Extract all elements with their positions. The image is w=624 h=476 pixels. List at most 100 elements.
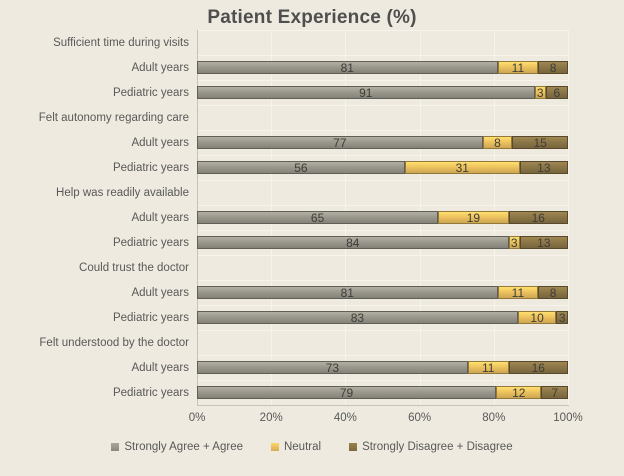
bar-segment-2: 10	[517, 310, 557, 325]
empty-track	[197, 180, 568, 205]
bar-row: Adult years 65 19 16	[0, 205, 624, 230]
bar-row: Adult years 73 11 16	[0, 355, 624, 380]
group-row: Could trust the doctor	[0, 255, 624, 280]
value-label: 81	[340, 60, 354, 75]
stacked-bar: 65 19 16	[197, 211, 568, 224]
bar-segment-1: 81	[197, 286, 498, 299]
bar-segment-2: 3	[534, 86, 546, 99]
value-label: 79	[339, 385, 354, 400]
legend-item-2: Neutral	[270, 441, 322, 453]
empty-track	[197, 330, 568, 355]
bar-segment-1: 84	[197, 236, 509, 249]
bar-segment-2: 12	[496, 386, 542, 399]
bar-segment-1: 91	[197, 86, 535, 99]
bar-row: Adult years 81 11 8	[0, 280, 624, 305]
stacked-bar: 91 3 6	[197, 86, 568, 99]
bar-segment-3: 16	[508, 210, 568, 225]
bar-row: Pediatric years 56 31 13	[0, 155, 624, 180]
legend-swatch-icon	[349, 443, 358, 451]
category-label: Pediatric years	[112, 311, 189, 324]
bar-segment-1: 73	[197, 361, 468, 374]
category-label: Adult years	[131, 286, 189, 299]
stacked-bar: 79 12 7	[197, 386, 568, 399]
empty-track	[197, 30, 568, 55]
bar-segment-2: 11	[467, 361, 509, 374]
bar-track: 91 3 6	[197, 80, 568, 105]
stacked-bar: 81 11 8	[197, 61, 568, 74]
bar-segment-3: 16	[508, 360, 568, 375]
value-label: 16	[531, 210, 545, 225]
bars-region: Sufficient time during visits Adult years…	[0, 30, 624, 405]
bar-segment-3: 7	[541, 386, 568, 399]
value-label: 84	[346, 235, 360, 250]
bar-row: Pediatric years 84 3 13	[0, 230, 624, 255]
group-row: Sufficient time during visits	[0, 30, 624, 55]
value-label: 11	[511, 60, 525, 75]
bar-segment-3: 6	[545, 86, 568, 99]
gridline-100	[568, 30, 569, 405]
value-label: 11	[511, 285, 525, 300]
group-row: Felt autonomy regarding care	[0, 105, 624, 130]
group-row: Help was readily available	[0, 180, 624, 205]
bar-segment-1: 65	[197, 210, 439, 225]
bar-track: 84 3 13	[197, 230, 568, 255]
category-label: Adult years	[131, 136, 189, 149]
stacked-bar: 81 11 8	[197, 286, 568, 299]
x-tick-40: 40%	[333, 412, 357, 424]
chart-title: Patient Experience (%)	[207, 7, 417, 28]
category-label: Pediatric years	[112, 386, 189, 399]
value-label: 13	[537, 235, 551, 250]
bar-segment-2: 11	[497, 60, 539, 75]
bar-row: Pediatric years 83 10 3	[0, 305, 624, 330]
bar-row: Pediatric years 79 12 7	[0, 380, 624, 405]
value-label: 3	[510, 235, 518, 250]
value-label: 16	[531, 360, 545, 375]
group-row: Felt understood by the doctor	[0, 330, 624, 355]
stacked-bar: 84 3 13	[197, 236, 568, 249]
legend-swatch-icon	[270, 443, 279, 451]
value-label: 15	[533, 135, 547, 150]
value-label: 81	[340, 285, 354, 300]
category-label: Pediatric years	[112, 86, 189, 99]
bar-segment-2: 19	[438, 210, 509, 225]
bar-segment-3: 15	[512, 136, 568, 149]
group-label: Felt understood by the doctor	[39, 336, 189, 349]
bar-segment-1: 79	[197, 385, 497, 400]
bar-track: 83 10 3	[197, 305, 568, 330]
value-label: 56	[294, 160, 308, 175]
bar-segment-1: 83	[197, 311, 518, 324]
stacked-bar: 83 10 3	[197, 311, 568, 324]
legend-label: Neutral	[283, 441, 322, 453]
x-tick-100: 100%	[553, 412, 583, 424]
value-label: 83	[350, 310, 365, 325]
value-label: 73	[325, 360, 340, 375]
value-label: 8	[549, 285, 557, 300]
stacked-bar: 56 31 13	[197, 161, 568, 174]
bar-track: 73 11 16	[197, 355, 568, 380]
bar-track: 81 11 8	[197, 55, 568, 80]
x-tick-80: 80%	[482, 412, 506, 424]
value-label: 8	[494, 135, 501, 150]
legend-item-3: Strongly Disagree + Disagree	[349, 441, 513, 453]
group-label: Could trust the doctor	[79, 261, 189, 274]
value-label: 31	[455, 160, 469, 175]
bar-segment-3: 13	[519, 235, 568, 250]
bar-segment-2: 3	[508, 235, 520, 250]
value-label: 10	[530, 310, 544, 325]
bar-row: Adult years 77 8 15	[0, 130, 624, 155]
bar-segment-3: 8	[538, 61, 568, 74]
bar-segment-3: 8	[538, 286, 568, 299]
bar-segment-3: 3	[556, 311, 568, 324]
value-label: 19	[466, 210, 481, 225]
bar-row: Pediatric years 91 3 6	[0, 80, 624, 105]
value-label: 65	[310, 210, 325, 225]
x-tick-60: 60%	[408, 412, 432, 424]
bar-track: 65 19 16	[197, 205, 568, 230]
x-tick-20: 20%	[259, 412, 283, 424]
value-label: 91	[359, 85, 373, 100]
value-label: 77	[333, 135, 347, 150]
stacked-bar: 73 11 16	[197, 361, 568, 374]
value-label: 13	[537, 160, 551, 175]
group-label: Felt autonomy regarding care	[38, 111, 189, 124]
